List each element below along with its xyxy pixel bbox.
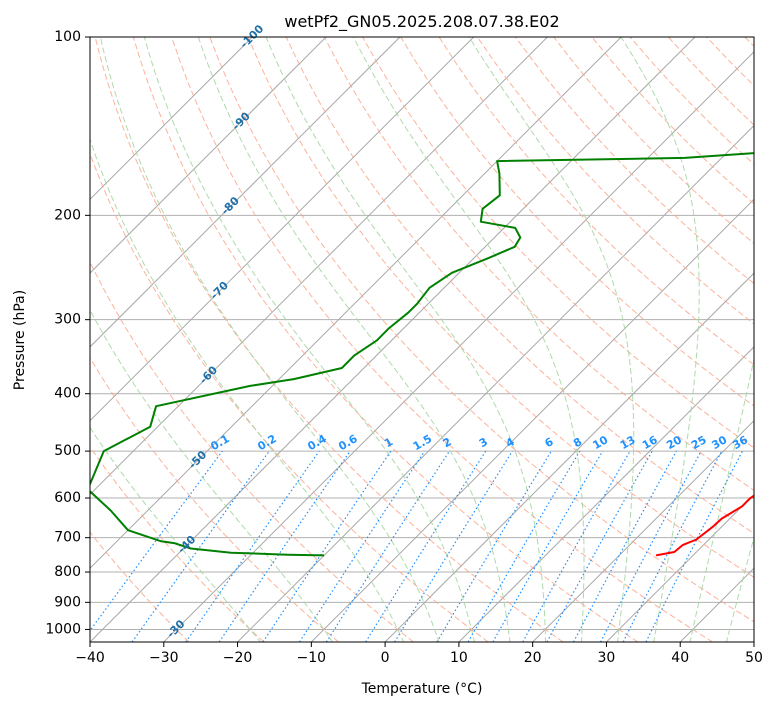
y-tick-label: 900 xyxy=(54,594,81,610)
x-tick-label: 10 xyxy=(450,650,468,666)
chart-title: wetPf2_GN05.2025.208.07.38.E02 xyxy=(284,12,559,32)
x-tick-label: −10 xyxy=(297,650,327,666)
x-tick-label: 40 xyxy=(671,650,689,666)
y-tick-label: 100 xyxy=(54,29,81,45)
y-tick-label: 400 xyxy=(54,386,81,402)
x-axis-label: Temperature (°C) xyxy=(361,681,483,697)
y-tick-label: 300 xyxy=(54,312,81,328)
y-tick-label: 600 xyxy=(54,490,81,506)
x-tick-label: 20 xyxy=(524,650,542,666)
y-tick-label: 800 xyxy=(54,564,81,580)
y-tick-label: 500 xyxy=(54,443,81,459)
y-tick-label: 700 xyxy=(54,530,81,546)
x-tick-label: 50 xyxy=(745,650,763,666)
x-tick-label: 0 xyxy=(381,650,390,666)
x-tick-label: 30 xyxy=(598,650,616,666)
x-tick-label: −20 xyxy=(223,650,253,666)
y-tick-label: 1000 xyxy=(45,621,81,637)
y-axis-label: Pressure (hPa) xyxy=(12,290,28,390)
y-tick-label: 200 xyxy=(54,207,81,223)
x-tick-label: −40 xyxy=(75,650,105,666)
x-tick-label: −30 xyxy=(149,650,179,666)
